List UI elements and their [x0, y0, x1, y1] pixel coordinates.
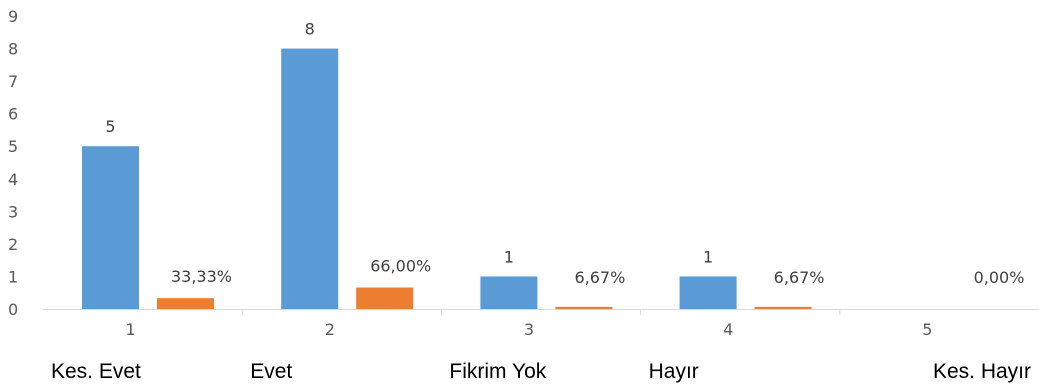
data-label-series-1: 1 [504, 247, 514, 266]
y-tick-label: 5 [8, 137, 18, 156]
y-tick-label: 3 [8, 202, 18, 221]
bar-series-1 [679, 276, 737, 309]
bar-series-2 [157, 298, 214, 309]
data-label-series-1: 8 [305, 20, 315, 39]
x-tick-label: 4 [723, 320, 733, 339]
y-tick-label: 2 [8, 235, 18, 254]
data-label-series-2: 6,67% [574, 268, 625, 287]
x-tick-label: 3 [524, 320, 534, 339]
data-label-series-2: 33,33% [171, 267, 232, 286]
bar-series-1 [281, 48, 339, 310]
y-tick-label: 4 [8, 170, 18, 189]
data-label-series-2: 6,67% [774, 268, 825, 287]
y-axis-ticks: 0 1 2 3 4 5 6 7 8 9 [8, 7, 18, 319]
y-tick-label: 9 [8, 7, 18, 26]
category-name: Kes. Evet [51, 360, 141, 383]
x-axis-ticks: 1 2 3 4 5 [126, 309, 932, 339]
category-name: Hayır [649, 360, 699, 383]
bar-series-2 [555, 306, 613, 309]
y-tick-label: 7 [8, 72, 18, 91]
category-names: Kes. Evet Evet Fikrim Yok Hayır Kes. Hayır [51, 360, 1031, 383]
category-name: Kes. Hayır [933, 360, 1031, 383]
category-name: Fikrim Yok [449, 360, 546, 383]
data-label-series-1: 5 [105, 117, 115, 136]
data-label-series-1: 1 [703, 247, 713, 266]
data-label-series-2: 0,00% [974, 268, 1025, 287]
data-label-series-2: 66,00% [370, 257, 431, 276]
bar-series-2 [356, 287, 414, 309]
y-tick-label: 6 [8, 105, 18, 124]
bar-series-2 [754, 306, 812, 309]
x-tick-label: 2 [325, 320, 335, 339]
data-labels: 5 33,33% 8 66,00% 1 6,67% 1 6,67% 0,00% [105, 20, 1024, 287]
y-tick-label: 8 [8, 40, 18, 59]
y-tick-label: 0 [8, 300, 18, 319]
x-tick-label: 1 [126, 320, 136, 339]
bars [82, 48, 812, 310]
category-name: Evet [250, 360, 292, 383]
x-tick-label: 5 [922, 320, 932, 339]
bar-series-1 [480, 276, 538, 309]
bar-series-1 [82, 146, 139, 309]
y-tick-label: 1 [8, 267, 18, 286]
